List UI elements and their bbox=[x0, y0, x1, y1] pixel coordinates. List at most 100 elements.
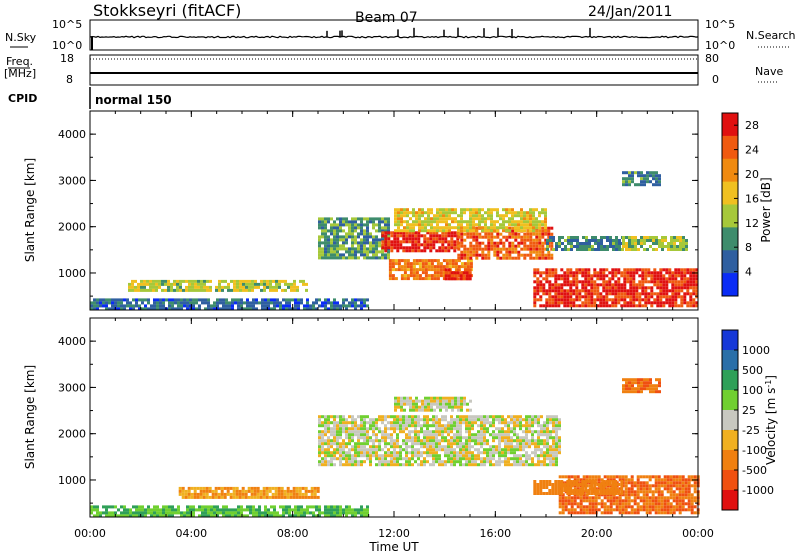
heatmap-cell bbox=[659, 274, 663, 278]
heatmap-cell bbox=[435, 240, 439, 244]
heatmap-cell bbox=[600, 499, 604, 503]
heatmap-cell bbox=[591, 239, 594, 242]
heatmap-cell bbox=[93, 514, 96, 518]
heatmap-cell bbox=[584, 489, 588, 492]
heatmap-cell bbox=[318, 238, 321, 242]
heatmap-cell bbox=[490, 217, 493, 221]
heatmap-cell bbox=[620, 304, 624, 308]
heatmap-cell bbox=[406, 223, 409, 227]
heatmap-cell bbox=[318, 217, 321, 221]
heatmap-cell bbox=[483, 433, 486, 437]
heatmap-cell bbox=[363, 253, 366, 257]
heatmap-cell bbox=[219, 511, 222, 515]
heatmap-cell bbox=[363, 235, 366, 239]
heatmap-cell bbox=[674, 286, 678, 290]
heatmap-cell bbox=[313, 489, 317, 493]
heatmap-cell bbox=[211, 492, 215, 496]
heatmap-cell bbox=[170, 288, 173, 292]
heatmap-cell bbox=[465, 454, 468, 458]
heatmap-cell bbox=[444, 277, 448, 281]
heatmap-cell bbox=[605, 268, 609, 272]
heatmap-cell bbox=[668, 277, 672, 281]
heatmap-cell bbox=[508, 217, 511, 221]
heatmap-cell bbox=[471, 415, 474, 419]
heatmap-cell bbox=[496, 244, 500, 248]
heatmap-cell bbox=[420, 454, 423, 458]
heatmap-cell bbox=[459, 460, 462, 464]
heatmap-cell bbox=[438, 463, 441, 467]
heatmap-cell bbox=[489, 433, 492, 437]
heatmap-cell bbox=[219, 508, 222, 512]
heatmap-cell bbox=[218, 288, 221, 292]
heatmap-cell bbox=[313, 492, 317, 496]
heatmap-cell bbox=[321, 436, 324, 440]
heatmap-cell bbox=[222, 307, 225, 311]
heatmap-cell bbox=[262, 486, 266, 490]
heatmap-cell bbox=[471, 439, 474, 443]
heatmap-cell bbox=[450, 460, 453, 464]
heatmap-cell bbox=[623, 298, 627, 302]
colorbar-swatch bbox=[722, 250, 738, 274]
heatmap-cell bbox=[523, 238, 527, 242]
heatmap-cell bbox=[505, 253, 509, 257]
heatmap-cell bbox=[508, 247, 512, 251]
heatmap-cell bbox=[544, 226, 547, 230]
heatmap-cell bbox=[641, 268, 645, 272]
heatmap-cell bbox=[504, 457, 507, 461]
heatmap-cell bbox=[150, 514, 153, 518]
heatmap-cell bbox=[391, 265, 395, 269]
heatmap-cell bbox=[405, 421, 408, 425]
heatmap-cell bbox=[614, 286, 618, 290]
heatmap-cell bbox=[600, 242, 603, 245]
heatmap-cell bbox=[420, 249, 424, 253]
heatmap-cell bbox=[120, 304, 123, 308]
heatmap-cell bbox=[606, 499, 610, 503]
heatmap-cell bbox=[510, 430, 513, 434]
heatmap-cell bbox=[207, 298, 210, 302]
heatmap-cell bbox=[426, 460, 429, 464]
heatmap-cell bbox=[354, 418, 357, 422]
heatmap-cell bbox=[369, 418, 372, 422]
heatmap-cell bbox=[656, 304, 660, 308]
heatmap-cell bbox=[339, 220, 342, 224]
heatmap-cell bbox=[447, 442, 450, 446]
heatmap-cell bbox=[644, 280, 648, 284]
heatmap-cell bbox=[433, 277, 437, 281]
title-beam: Beam 07 bbox=[355, 10, 418, 26]
heatmap-cell bbox=[469, 244, 473, 248]
heatmap-cell bbox=[536, 283, 540, 287]
heatmap-cell bbox=[363, 418, 366, 422]
heatmap-cell bbox=[411, 457, 414, 461]
heatmap-cell bbox=[555, 439, 558, 443]
heatmap-cell bbox=[306, 304, 309, 308]
heatmap-cell bbox=[324, 427, 327, 431]
heatmap-cell bbox=[393, 237, 397, 241]
heatmap-cell bbox=[511, 223, 514, 227]
heatmap-cell bbox=[375, 244, 378, 248]
heatmap-cell bbox=[397, 402, 400, 406]
heatmap-cell bbox=[242, 288, 245, 292]
heatmap-cell bbox=[423, 433, 426, 437]
heatmap-cell bbox=[638, 283, 642, 287]
heatmap-cell bbox=[516, 418, 519, 422]
heatmap-cell bbox=[638, 280, 642, 284]
heatmap-cell bbox=[348, 250, 351, 254]
heatmap-cell bbox=[658, 381, 661, 385]
heatmap-cell bbox=[544, 247, 548, 251]
heatmap-cell bbox=[427, 211, 430, 215]
heatmap-cell bbox=[681, 508, 685, 512]
heatmap-cell bbox=[557, 283, 561, 287]
heatmap-cell bbox=[211, 495, 215, 499]
heatmap-cell bbox=[492, 433, 495, 437]
heatmap-cell bbox=[554, 486, 558, 489]
heatmap-cell bbox=[657, 511, 661, 515]
heatmap-cell bbox=[693, 490, 697, 494]
heatmap-cell bbox=[675, 481, 679, 485]
heatmap-cell bbox=[621, 511, 625, 515]
heatmap-cell bbox=[631, 171, 634, 175]
heatmap-cell bbox=[615, 475, 619, 479]
heatmap-cell bbox=[403, 265, 407, 269]
heatmap-cell bbox=[222, 301, 225, 305]
heatmap-cell bbox=[237, 307, 240, 311]
heatmap-cell bbox=[631, 390, 634, 394]
